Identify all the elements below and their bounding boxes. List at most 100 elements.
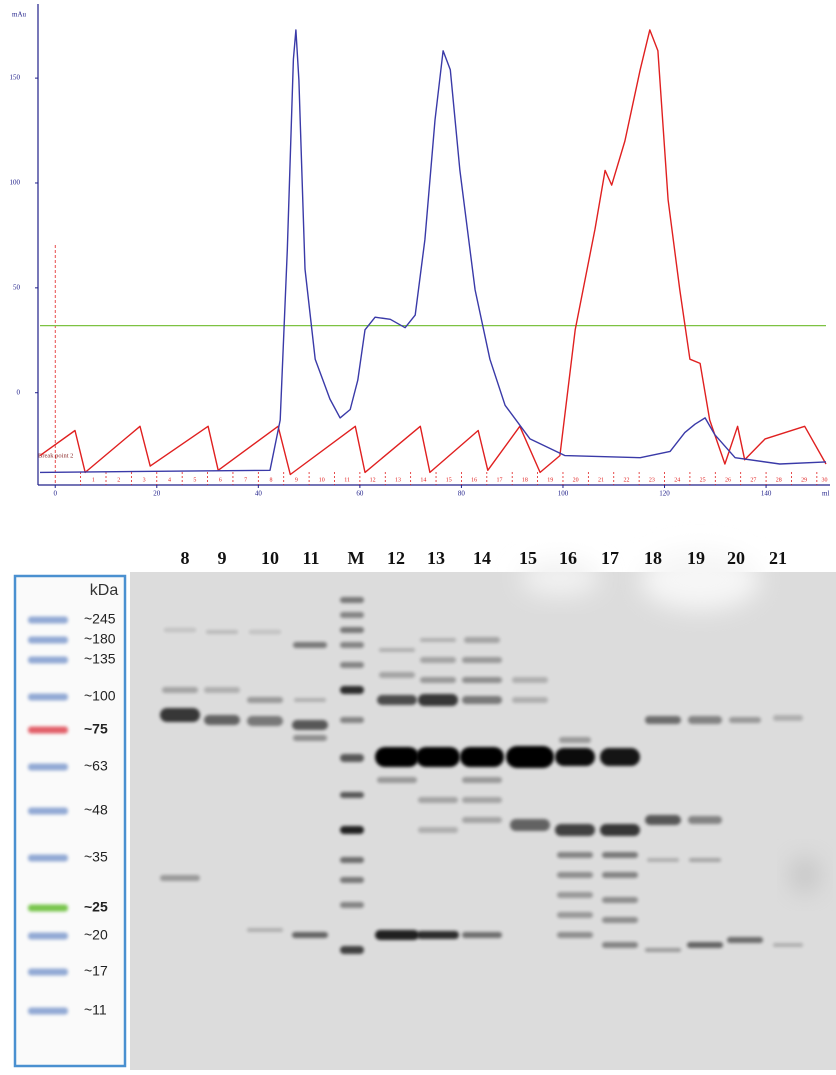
x-axis-label: ml [822,490,829,498]
y-tick-label: 50 [13,283,21,291]
band [689,858,721,862]
marker-label: ~11 [84,1002,107,1018]
ladder-band [28,636,68,644]
marker-label: ~180 [84,631,116,647]
band [292,932,328,938]
band [340,826,364,834]
fraction-label: 28 [776,477,782,483]
band [729,717,761,723]
lane-label: 18 [644,548,662,568]
band [773,943,803,947]
x-tick-label: 120 [659,490,670,498]
band [340,717,364,723]
band [340,792,364,798]
fraction-label: 1 [92,477,95,483]
fraction-label: 6 [219,477,222,483]
marker-label: ~25 [84,899,108,915]
marker-label: ~63 [84,758,108,774]
band [559,737,591,743]
fraction-label: 22 [623,477,629,483]
band [512,677,548,683]
band [555,748,595,766]
marker-label: ~75 [84,721,108,737]
marker-label: ~20 [84,927,108,943]
band [340,612,364,618]
band [420,657,456,663]
ladder-band [28,763,68,771]
lane-label: 10 [261,548,279,568]
band [377,695,417,705]
band [340,597,364,603]
band [293,642,327,648]
band [602,852,638,858]
ladder-band [28,854,68,862]
band [340,857,364,863]
lane-label: 9 [218,548,227,568]
band [416,747,460,767]
ladder-band [28,807,68,815]
ladder-band [28,932,68,940]
band [464,637,500,643]
fraction-label: 11 [344,477,350,483]
fraction-label: 23 [649,477,655,483]
band [294,698,326,702]
fraction-label: 3 [143,477,146,483]
band [420,638,456,642]
trace [39,29,827,474]
band [418,827,458,833]
fraction-label: 14 [420,477,426,483]
band [460,747,504,767]
marker-label: ~100 [84,688,116,704]
band [688,816,722,824]
lane-label: 14 [473,548,491,568]
fraction-label: 20 [573,477,579,483]
band [687,942,723,948]
lane-label: 21 [769,548,787,568]
band [600,748,640,766]
x-tick-label: 60 [356,490,364,498]
band [247,928,283,932]
band [206,630,238,634]
fraction-label: 13 [395,477,401,483]
band [379,648,415,652]
fraction-label: 10 [319,477,325,483]
band [462,777,502,783]
band [462,932,502,938]
x-tick-label: 40 [255,490,263,498]
fraction-label: 12 [370,477,376,483]
band [602,942,638,948]
band [602,897,638,903]
x-tick-label: 100 [558,490,569,498]
band [204,715,240,725]
fraction-label: 29 [801,477,807,483]
lane-label: 12 [387,548,405,568]
band [773,715,803,721]
ladder-band [28,904,68,912]
marker-label: ~135 [84,651,116,667]
band [420,677,456,683]
band [249,630,281,634]
fraction-label: 27 [750,477,756,483]
band [340,902,364,908]
band [462,797,502,803]
band [417,931,459,939]
lane-label: 8 [181,548,190,568]
band [160,708,200,722]
band [602,872,638,878]
fraction-label: 19 [547,477,553,483]
lane-label: M [348,548,365,568]
x-tick-label: 140 [761,490,772,498]
x-tick-label: 80 [458,490,466,498]
fraction-label: 9 [295,477,298,483]
lane-label: 16 [559,548,577,568]
ladder-band [28,1007,68,1015]
trace [39,29,827,476]
break-point-label: Break point 2 [38,452,73,459]
gel-artifact [791,857,819,893]
band [247,697,283,703]
band [340,642,364,648]
y-tick-label: 150 [10,74,21,82]
band [512,697,548,703]
gel: kDa 8 9 10 11 M 12 13 14 15 16 17 18 19 20 21 ~245 ~180 ~… [13,548,836,1070]
